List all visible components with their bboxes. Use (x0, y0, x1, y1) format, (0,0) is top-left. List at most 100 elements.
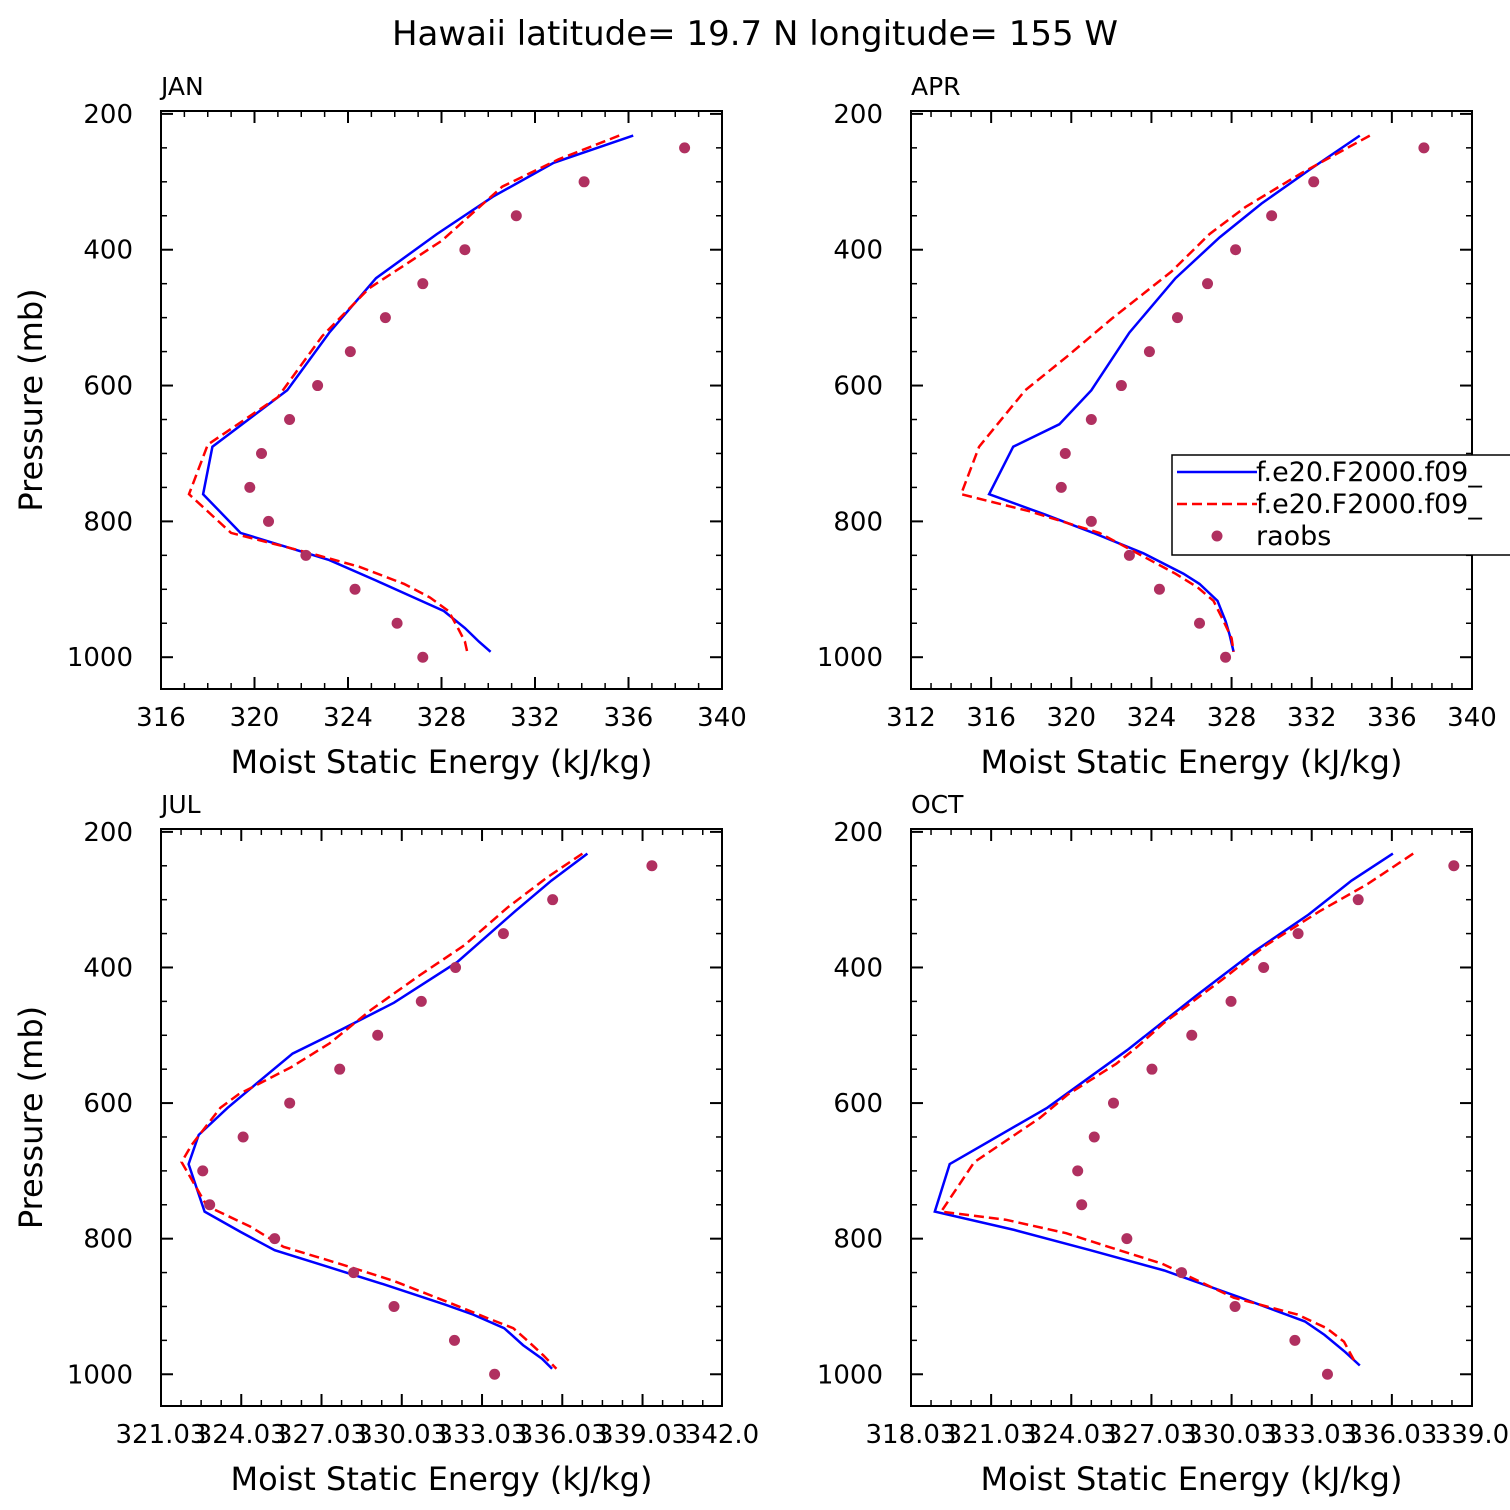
x-tick-label: 324.03 (1026, 1420, 1117, 1450)
x-tick-label: 327.03 (1106, 1420, 1197, 1450)
x-tick-label: 340 (1447, 703, 1497, 733)
obs-point (388, 1300, 400, 1312)
obs-point (334, 1063, 346, 1075)
plot-frame (160, 828, 723, 1407)
y-tick-label: 200 (83, 100, 133, 130)
panel-title: APR (911, 72, 961, 101)
legend-label: f.e20.F2000.f09_ (1256, 457, 1482, 488)
y-tick-label: 1000 (67, 643, 133, 673)
obs-point (1225, 995, 1237, 1007)
y-tick-label: 200 (833, 100, 883, 130)
obs-point (1230, 244, 1242, 256)
obs-point (1171, 312, 1183, 324)
obs-point (450, 961, 462, 973)
panel-jan: 316 320 324 328 332 336 340 200 400 600 800 1000 JAN… (12, 72, 747, 781)
obs-point (204, 1199, 216, 1211)
obs-point (1121, 1233, 1133, 1245)
y-axis-label: Pressure (mb) (12, 1006, 50, 1229)
series-group (187, 134, 691, 663)
panel-jul: 321.03324.03327.03330.03333.03336.03339.… (12, 790, 759, 1498)
model-line-dashed (939, 852, 1414, 1363)
obs-point (263, 515, 275, 527)
y-tick-label: 600 (83, 1089, 133, 1119)
obs-point (300, 549, 312, 561)
obs-point (1186, 1029, 1198, 1041)
obs-point (415, 995, 427, 1007)
obs-point (1194, 617, 1206, 629)
model-line-solid (987, 134, 1361, 653)
x-axis-label: Moist Static Energy (kJ/kg) (981, 1460, 1403, 1498)
y-tick-label: 600 (833, 372, 883, 402)
y-tick-label: 200 (833, 818, 883, 848)
x-tick-label: 333.03 (1266, 1420, 1357, 1450)
obs-point (372, 1029, 384, 1041)
panel-title: OCT (911, 790, 964, 819)
obs-point (1321, 1368, 1333, 1380)
x-tick-label: 336 (604, 703, 654, 733)
model-line-solid (933, 852, 1394, 1367)
model-line-dashed (959, 134, 1371, 652)
obs-point (1266, 210, 1278, 222)
obs-point (1085, 414, 1097, 426)
series-group (180, 852, 658, 1380)
x-tick-label: 324 (1127, 703, 1177, 733)
x-tick-label: 339.0 (1435, 1420, 1509, 1450)
chart-panels: 316 320 324 328 332 336 340 200 400 600 800 1000 JAN… (12, 72, 1510, 1498)
x-tick-label: 327.03 (276, 1420, 367, 1450)
x-tick-label: 324.03 (196, 1420, 287, 1450)
x-tick-label: 321.03 (116, 1420, 207, 1450)
obs-point (197, 1165, 209, 1177)
obs-point (244, 481, 256, 493)
x-tick-label: 336.03 (1346, 1420, 1437, 1450)
x-axis-label: Moist Static Energy (kJ/kg) (231, 743, 653, 781)
legend: f.e20.F2000.f09_f.e20.F2000.f09_raobs (1171, 454, 1510, 556)
model-line-dashed (180, 852, 584, 1370)
y-tick-label: 1000 (817, 643, 883, 673)
x-tick-label: 316 (966, 703, 1016, 733)
obs-point (1076, 1199, 1088, 1211)
x-tick-label: 324 (323, 703, 373, 733)
obs-point (1176, 1267, 1188, 1279)
y-tick-label: 400 (83, 953, 133, 983)
obs-point (284, 414, 296, 426)
obs-point (417, 278, 429, 290)
obs-point (578, 176, 590, 188)
obs-point (679, 142, 691, 154)
obs-point (1146, 1063, 1158, 1075)
obs-point (1143, 346, 1155, 358)
obs-point (1088, 1131, 1100, 1143)
panel-title: JAN (159, 72, 204, 101)
obs-point (269, 1233, 281, 1245)
obs-point (1085, 515, 1097, 527)
obs-point (646, 860, 658, 872)
obs-point (391, 617, 403, 629)
x-tick-label: 340 (697, 703, 747, 733)
obs-point (312, 380, 324, 392)
plot-frame (910, 110, 1473, 690)
y-tick-label: 400 (833, 953, 883, 983)
y-tick-label: 800 (83, 1225, 133, 1255)
y-tick-label: 800 (833, 507, 883, 537)
x-tick-label: 316 (136, 703, 186, 733)
y-axis-label: Pressure (mb) (12, 288, 50, 511)
obs-point (379, 312, 391, 324)
obs-point (1055, 481, 1067, 493)
x-tick-label: 339.03 (597, 1420, 688, 1450)
legend-label: raobs (1256, 521, 1331, 552)
x-tick-label: 312 (886, 703, 936, 733)
plot-frame (910, 828, 1473, 1407)
obs-point (417, 651, 429, 663)
series-group (933, 852, 1460, 1380)
model-line-solid (201, 134, 634, 653)
x-tick-label: 330.03 (356, 1420, 447, 1450)
obs-point (1072, 1165, 1084, 1177)
obs-point (497, 928, 509, 940)
obs-point (344, 346, 356, 358)
y-tick-label: 400 (833, 236, 883, 266)
x-tick-label: 332 (510, 703, 560, 733)
obs-point (547, 894, 559, 906)
obs-point (348, 1267, 360, 1279)
panel-oct: 318.03321.03324.03327.03330.03333.03336.… (817, 790, 1509, 1498)
obs-point (1292, 928, 1304, 940)
